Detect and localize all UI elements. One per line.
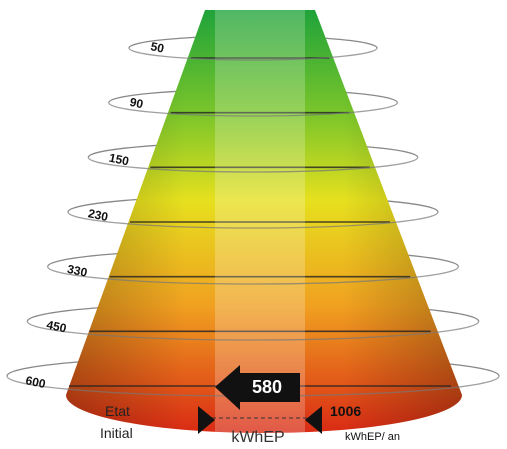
center-band xyxy=(215,10,305,435)
level-label: 150 xyxy=(108,151,131,169)
level-label: 90 xyxy=(129,95,145,112)
rings-front: 50 90 150 230 330 450 600 xyxy=(6,39,500,397)
current-unit: kWhEP xyxy=(231,429,284,446)
ring-front xyxy=(87,157,419,173)
ring-front xyxy=(67,211,439,229)
level-label: 450 xyxy=(45,318,68,336)
left-marker xyxy=(198,406,215,434)
initial-unit: kWhEP/ an xyxy=(345,431,400,443)
current-value: 580 xyxy=(252,377,282,397)
level-label: 50 xyxy=(149,39,165,56)
initial-label: Initial xyxy=(100,425,133,441)
level-label: 330 xyxy=(66,262,89,280)
ring-front xyxy=(108,102,398,117)
ring-front xyxy=(26,321,480,341)
initial-value: 1006 xyxy=(330,403,361,419)
level-label: 600 xyxy=(24,373,47,391)
ring-front xyxy=(128,47,378,61)
level-label: 230 xyxy=(87,206,110,224)
initial-label: Etat xyxy=(105,403,130,419)
right-marker xyxy=(305,406,322,434)
current-arrow xyxy=(215,365,300,410)
ring-front xyxy=(47,266,459,285)
